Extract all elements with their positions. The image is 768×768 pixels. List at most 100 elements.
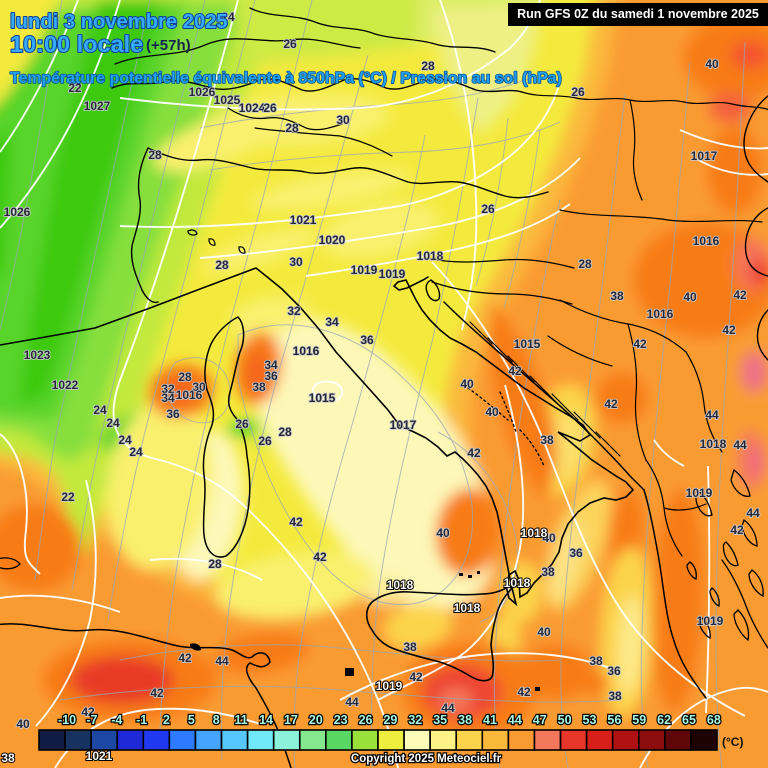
- svg-text:26: 26: [481, 202, 495, 216]
- svg-text:44: 44: [345, 695, 359, 709]
- svg-text:40: 40: [485, 405, 499, 419]
- svg-text:41: 41: [483, 713, 497, 727]
- svg-text:38: 38: [540, 433, 554, 447]
- svg-text:44: 44: [441, 701, 455, 715]
- svg-text:24: 24: [129, 445, 143, 459]
- svg-text:38: 38: [589, 654, 603, 668]
- svg-text:42: 42: [81, 705, 95, 719]
- svg-text:1022: 1022: [52, 378, 79, 392]
- svg-text:40: 40: [460, 377, 474, 391]
- svg-text:42: 42: [313, 550, 327, 564]
- svg-text:59: 59: [632, 713, 646, 727]
- svg-text:1017: 1017: [691, 149, 718, 163]
- svg-text:1019: 1019: [379, 267, 406, 281]
- svg-text:24: 24: [93, 403, 107, 417]
- svg-text:26: 26: [283, 37, 297, 51]
- svg-text:17: 17: [284, 713, 298, 727]
- svg-text:1018: 1018: [504, 576, 531, 590]
- svg-text:1016: 1016: [293, 344, 320, 358]
- svg-text:1021: 1021: [86, 749, 113, 763]
- svg-text:10:00 locale: 10:00 locale: [10, 31, 143, 57]
- svg-text:26: 26: [258, 434, 272, 448]
- svg-text:35: 35: [433, 713, 447, 727]
- svg-text:32: 32: [161, 382, 175, 396]
- svg-text:68: 68: [707, 713, 721, 727]
- svg-text:36: 36: [360, 333, 374, 347]
- svg-text:lundi 3 novembre 2025: lundi 3 novembre 2025: [10, 11, 228, 33]
- svg-text:62: 62: [657, 713, 671, 727]
- svg-text:38: 38: [1, 751, 15, 765]
- svg-text:1019: 1019: [697, 614, 724, 628]
- svg-text:1021: 1021: [290, 213, 317, 227]
- svg-text:28: 28: [215, 258, 229, 272]
- svg-text:28: 28: [278, 425, 292, 439]
- svg-text:42: 42: [604, 397, 618, 411]
- svg-text:44: 44: [733, 438, 747, 452]
- svg-text:28: 28: [208, 557, 222, 571]
- svg-text:32: 32: [287, 304, 301, 318]
- svg-text:36: 36: [166, 407, 180, 421]
- svg-text:56: 56: [607, 713, 621, 727]
- svg-text:1018: 1018: [387, 578, 414, 592]
- svg-text:23: 23: [334, 713, 348, 727]
- svg-text:42: 42: [409, 670, 423, 684]
- svg-text:42: 42: [517, 685, 531, 699]
- svg-text:28: 28: [578, 257, 592, 271]
- svg-text:42: 42: [467, 446, 481, 460]
- svg-text:1016: 1016: [693, 234, 720, 248]
- svg-text:1018: 1018: [700, 437, 727, 451]
- svg-text:44: 44: [215, 654, 229, 668]
- svg-text:40: 40: [683, 290, 697, 304]
- svg-text:38: 38: [458, 713, 472, 727]
- svg-text:26: 26: [359, 713, 373, 727]
- svg-text:1026: 1026: [4, 205, 31, 219]
- svg-text:1023: 1023: [24, 348, 51, 362]
- svg-text:38: 38: [541, 565, 555, 579]
- svg-text:42: 42: [733, 288, 747, 302]
- svg-text:1018: 1018: [521, 526, 548, 540]
- svg-text:47: 47: [533, 713, 547, 727]
- svg-text:42: 42: [178, 651, 192, 665]
- svg-text:38: 38: [252, 380, 266, 394]
- svg-text:38: 38: [608, 689, 622, 703]
- svg-text:40: 40: [436, 526, 450, 540]
- svg-text:26: 26: [263, 101, 277, 115]
- svg-text:40: 40: [705, 57, 719, 71]
- svg-text:24: 24: [118, 433, 132, 447]
- svg-text:1020: 1020: [319, 233, 346, 247]
- svg-text:1016: 1016: [176, 388, 203, 402]
- svg-text:38: 38: [403, 640, 417, 654]
- svg-text:32: 32: [408, 713, 422, 727]
- svg-text:(+57h): (+57h): [146, 37, 191, 54]
- svg-text:-10: -10: [58, 713, 76, 727]
- svg-text:1017: 1017: [390, 418, 417, 432]
- svg-text:53: 53: [583, 713, 597, 727]
- svg-text:11: 11: [235, 713, 248, 727]
- svg-text:50: 50: [558, 713, 572, 727]
- svg-text:1026: 1026: [189, 85, 216, 99]
- svg-text:34: 34: [264, 358, 278, 372]
- svg-text:1015: 1015: [309, 391, 336, 405]
- svg-text:24: 24: [106, 416, 120, 430]
- svg-text:40: 40: [542, 531, 556, 545]
- svg-text:44: 44: [705, 408, 719, 422]
- svg-text:36: 36: [264, 369, 278, 383]
- svg-text:42: 42: [508, 364, 522, 378]
- svg-text:-1: -1: [136, 713, 147, 727]
- svg-text:40: 40: [537, 625, 551, 639]
- svg-text:Température potentielle équiva: Température potentielle équivalente à 85…: [10, 70, 562, 87]
- svg-text:38: 38: [610, 289, 624, 303]
- svg-text:40: 40: [16, 717, 30, 731]
- svg-text:28: 28: [421, 59, 435, 73]
- svg-text:1015: 1015: [514, 337, 541, 351]
- svg-text:34: 34: [325, 315, 339, 329]
- svg-text:24: 24: [221, 10, 235, 24]
- svg-text:-7: -7: [86, 713, 97, 727]
- svg-text:30: 30: [336, 113, 350, 127]
- svg-text:28: 28: [148, 148, 162, 162]
- svg-text:30: 30: [192, 380, 206, 394]
- svg-text:44: 44: [746, 506, 760, 520]
- svg-text:1019: 1019: [376, 679, 403, 693]
- svg-text:42: 42: [150, 686, 164, 700]
- svg-text:8: 8: [213, 713, 220, 727]
